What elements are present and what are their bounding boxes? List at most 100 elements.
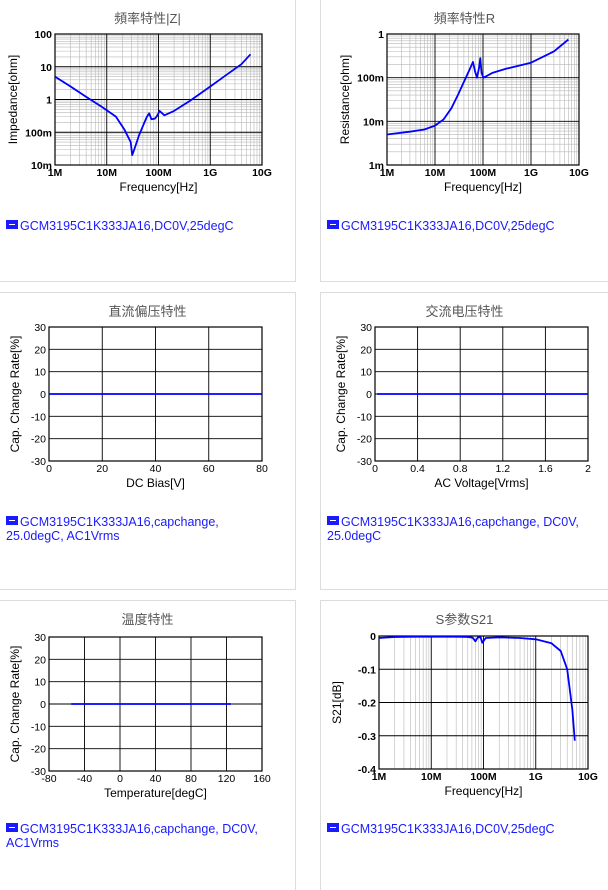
y-tick-label: -20 — [31, 744, 46, 756]
x-tick-label: -40 — [77, 773, 92, 785]
y-tick-label: -0.4 — [358, 764, 376, 776]
y-tick-label: 0 — [40, 389, 46, 401]
chart-panel-dc-bias: 直流偏压特性 0 20 40 60 80 -30 -20 -10 0 10 20 30 DC Bias[… — [0, 292, 296, 590]
y-tick-label: 20 — [360, 344, 372, 356]
y-tick-label: -10 — [31, 411, 46, 423]
y-tick-label: 10m — [363, 116, 384, 128]
y-tick-label: 100 — [34, 29, 52, 41]
y-tick-label: 30 — [360, 322, 372, 334]
x-axis-label: Frequency[Hz] — [444, 180, 522, 194]
x-tick-label: 10M — [421, 771, 442, 783]
plot-area: -80 -40 0 40 80 120 160 -30 -20 -10 0 10 20 30 Tempera… — [8, 632, 271, 800]
y-tick-label: 10 — [34, 677, 46, 689]
x-tick-label: 20 — [96, 463, 108, 475]
y-tick-label: 1m — [369, 160, 384, 172]
ac-voltage-chart: 0 0.4 0.8 1.2 1.6 2 -30 -20 -10 0 10 20 30 AC Voltage… — [334, 322, 591, 490]
legend-label: GCM3195C1K333JA16,DC0V,25degC — [20, 219, 234, 233]
y-tick-label: -0.3 — [358, 731, 376, 743]
y-tick-label: 10 — [360, 367, 372, 379]
plot-area: 0 20 40 60 80 -30 -20 -10 0 10 20 30 DC Bias[V] Cap. … — [8, 322, 268, 490]
y-tick-label: -0.1 — [358, 664, 376, 676]
impedance-chart: 1M 10M 100M 1G 10G 10m 100m 1 10 100 Frequency[Hz]… — [6, 29, 272, 194]
x-tick-label: 80 — [256, 463, 268, 475]
chart-title: 頻率特性|Z| — [114, 11, 181, 26]
x-tick-label: 100M — [145, 167, 172, 179]
x-tick-label: 10M — [97, 167, 118, 179]
y-axis-label: Cap. Change Rate[%] — [8, 646, 22, 763]
legend-item[interactable]: GCM3195C1K333JA16,DC0V,25degC — [6, 219, 266, 233]
legend-swatch-icon — [6, 823, 18, 832]
y-tick-label: 30 — [34, 322, 46, 334]
y-tick-label: 100m — [357, 73, 384, 85]
y-tick-label: -30 — [31, 766, 46, 778]
x-axis-label: AC Voltage[Vrms] — [434, 476, 528, 490]
temperature-chart: -80 -40 0 40 80 120 160 -30 -20 -10 0 10 20 30 Tempera… — [8, 632, 271, 800]
y-axis-label: Impedance[ohm] — [6, 55, 20, 144]
plot-area: 0 0.4 0.8 1.2 1.6 2 -30 -20 -10 0 10 20 30 AC Voltage… — [334, 322, 591, 490]
x-tick-label: 100M — [470, 771, 497, 783]
x-tick-label: 10G — [569, 167, 589, 179]
y-tick-label: 10 — [40, 62, 52, 74]
chart-title: 直流偏压特性 — [108, 304, 187, 319]
x-tick-label: 1G — [529, 771, 543, 783]
y-tick-label: 100m — [25, 127, 52, 139]
x-tick-label: -80 — [41, 773, 56, 785]
x-tick-label: 40 — [150, 463, 162, 475]
chart-title: 温度特性 — [121, 612, 174, 627]
legend-swatch-icon — [327, 516, 339, 525]
legend-item[interactable]: GCM3195C1K333JA16,capchange, 25.0degC, A… — [6, 515, 256, 543]
x-tick-label: 1G — [203, 167, 217, 179]
y-axis-label: Cap. Change Rate[%] — [334, 336, 348, 453]
chart-panel-ac-voltage: 交流电压特性 0 0.4 0.8 1.2 1.6 2 -30 -20 -10 0 10 20 30 AC … — [320, 292, 608, 590]
y-tick-label: -30 — [31, 456, 46, 468]
legend-item[interactable]: GCM3195C1K333JA16,capchange, DC0V, 25.0d… — [327, 515, 597, 543]
y-tick-label: -0.2 — [358, 698, 376, 710]
legend-item[interactable]: GCM3195C1K333JA16,DC0V,25degC — [327, 822, 587, 836]
chart-title: S参数S21 — [435, 612, 494, 627]
legend-swatch-icon — [6, 220, 18, 229]
y-axis-label: Resistance[ohm] — [338, 55, 352, 144]
series-line — [386, 38, 569, 136]
plot-area: 1M 10M 100M 1G 10G -0.4 -0.3 -0.2 -0.1 0 Frequency… — [330, 631, 598, 798]
x-axis-label: DC Bias[V] — [126, 476, 185, 490]
y-tick-label: 20 — [34, 344, 46, 356]
y-tick-label: 10 — [34, 367, 46, 379]
x-tick-label: 0 — [117, 773, 123, 785]
y-tick-label: -20 — [357, 434, 372, 446]
plot-frame — [48, 636, 263, 772]
y-tick-label: -10 — [357, 411, 372, 423]
y-tick-label: 0 — [366, 389, 372, 401]
legend-swatch-icon — [327, 823, 339, 832]
chart-title: 頻率特性R — [433, 11, 496, 26]
legend-label: GCM3195C1K333JA16,capchange, DC0V, AC1Vr… — [6, 822, 258, 850]
y-tick-label: 0 — [40, 699, 46, 711]
x-tick-label: 40 — [150, 773, 162, 785]
x-tick-label: 0.8 — [453, 463, 468, 475]
legend-item[interactable]: GCM3195C1K333JA16,DC0V,25degC — [327, 219, 587, 233]
x-tick-label: 10G — [252, 167, 272, 179]
x-tick-label: 80 — [185, 773, 197, 785]
x-axis-label: Frequency[Hz] — [119, 180, 197, 194]
y-tick-label: 10m — [31, 160, 52, 172]
legend-swatch-icon — [327, 220, 339, 229]
legend-item[interactable]: GCM3195C1K333JA16,capchange, DC0V, AC1Vr… — [6, 822, 276, 850]
y-tick-label: 0 — [370, 631, 376, 643]
plot-area: 1M 10M 100M 1G 10G 1m 10m 100m 1 Frequency[Hz] Res… — [338, 29, 589, 194]
chart-panel-s21: S参数S21 1M 10M 100M 1G 10G -0.4 -0.3 -0.2 -0.1 0 Fr… — [320, 600, 608, 890]
chart-title: 交流电压特性 — [425, 304, 504, 319]
legend-swatch-icon — [6, 516, 18, 525]
x-tick-label: 120 — [218, 773, 236, 785]
x-tick-label: 1G — [524, 167, 538, 179]
s21-chart: 1M 10M 100M 1G 10G -0.4 -0.3 -0.2 -0.1 0 Frequency… — [330, 631, 598, 798]
plot-frame — [386, 33, 580, 166]
legend-label: GCM3195C1K333JA16,DC0V,25degC — [341, 822, 555, 836]
y-tick-label: -10 — [31, 721, 46, 733]
x-tick-label: 1M — [380, 167, 395, 179]
resistance-chart: 1M 10M 100M 1G 10G 1m 10m 100m 1 Frequency[Hz] Res… — [338, 29, 589, 194]
y-tick-label: 20 — [34, 654, 46, 666]
plot-frame — [378, 635, 589, 770]
x-tick-label: 0 — [46, 463, 52, 475]
chart-panel-temperature: 温度特性 -80 -40 0 40 80 120 160 -30 -20 -10 0 10 20 30 Te… — [0, 600, 296, 890]
x-tick-label: 100M — [470, 167, 497, 179]
x-tick-label: 10M — [425, 167, 446, 179]
